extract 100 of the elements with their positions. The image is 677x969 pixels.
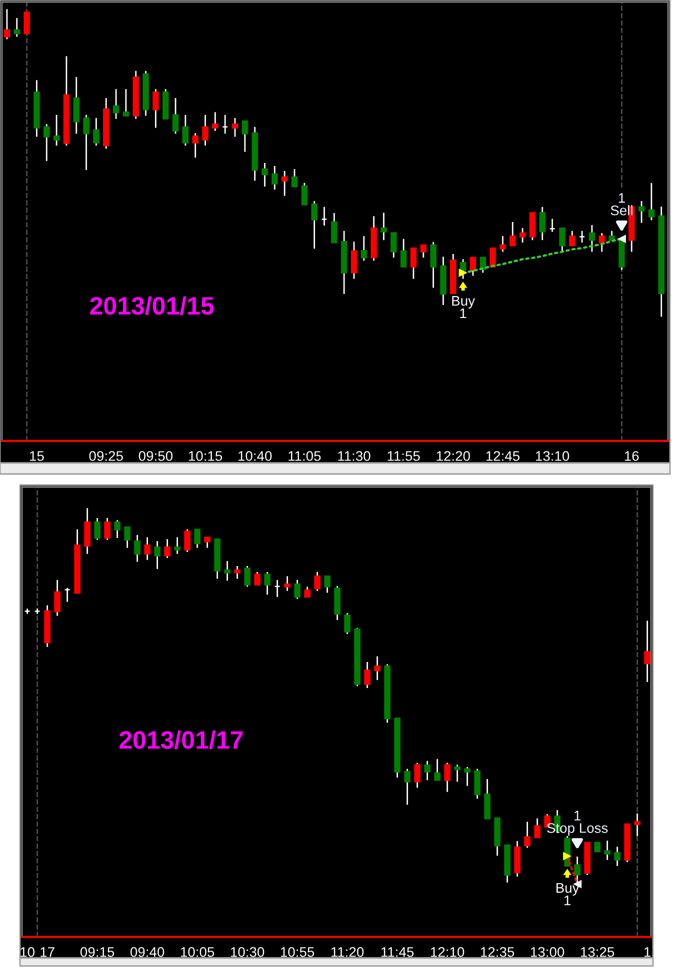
- candlestick: [184, 528, 190, 553]
- x-tick-label: 11:05: [288, 451, 321, 461]
- candlestick: [331, 212, 338, 244]
- x-tick-label: 10:30: [230, 947, 264, 957]
- candlestick: [122, 88, 130, 117]
- candlestick: [414, 762, 420, 788]
- candlestick: [134, 534, 140, 563]
- candlestick: [321, 206, 328, 226]
- candlestick: [350, 240, 358, 280]
- x-tick-label: 10:40: [238, 451, 272, 461]
- candlestick: [54, 579, 60, 617]
- x-tick-label: 10:15: [188, 451, 222, 461]
- x-tick-label: 13:00: [530, 947, 564, 957]
- candlestick: [638, 200, 645, 224]
- x-tick-label: 13:10: [536, 451, 570, 461]
- candlestick: [281, 170, 288, 197]
- candlestick: [174, 536, 180, 555]
- candlestick: [94, 517, 100, 541]
- candlestick: [534, 818, 540, 838]
- legend-label: Buy 1: [556, 883, 580, 906]
- candlestick: [144, 536, 150, 561]
- x-tick-label: 12:10: [430, 947, 464, 957]
- x-tick-label: 12:20: [436, 451, 470, 461]
- candlestick: [254, 571, 260, 586]
- candlestick: [614, 846, 620, 867]
- candlestick: [374, 656, 380, 681]
- x-tick-label: 09:15: [80, 947, 114, 957]
- candlestick: [360, 235, 368, 262]
- candlestick: [524, 821, 530, 849]
- x-tick-label: 15: [30, 451, 44, 461]
- candlestick: [291, 168, 298, 188]
- x-tick-label: 16: [624, 451, 639, 461]
- candlestick: [272, 165, 278, 190]
- candlestick: [152, 88, 159, 129]
- candlestick: [578, 230, 586, 244]
- legend-label: Buy 1: [452, 296, 475, 318]
- candlestick: [460, 258, 466, 280]
- x-tick-label: 13:25: [580, 947, 614, 957]
- candlestick: [304, 586, 310, 598]
- candlestick: [539, 206, 546, 241]
- x-tick-label: 10:55: [280, 947, 314, 957]
- candlestick: [598, 232, 605, 252]
- candlestick: [212, 111, 218, 132]
- x-tick-label: 1: [644, 947, 650, 957]
- x-tick-label: 17: [40, 947, 54, 957]
- candlestick: [301, 182, 308, 206]
- candlestick: [222, 114, 228, 134]
- candlestick: [154, 540, 160, 570]
- x-tick-label: 09:50: [138, 451, 173, 461]
- candlestick: [114, 520, 120, 539]
- candlestick: [182, 114, 189, 146]
- candlestick: [83, 114, 90, 171]
- candlestick: [164, 538, 170, 559]
- candlestick: [234, 565, 240, 580]
- candlestick: [404, 768, 410, 806]
- candlestick: [594, 842, 600, 852]
- x-tick-label: 11:45: [381, 947, 414, 957]
- candlestick: [424, 760, 430, 781]
- candlestick: [314, 571, 320, 592]
- candlestick: [284, 575, 290, 592]
- candlestick: [344, 612, 350, 635]
- candlestick: [454, 764, 460, 782]
- candlestick: [172, 97, 179, 134]
- candlestick: [634, 812, 640, 837]
- candlestick: [311, 200, 318, 250]
- candlestick: [464, 766, 470, 787]
- candlestick: [262, 162, 268, 188]
- x-tick-label: 11:30: [338, 451, 370, 461]
- candlestick: [274, 579, 280, 598]
- candlestick: [400, 238, 407, 268]
- text: 1 Stop Loss: [547, 810, 608, 836]
- candlestick: [104, 517, 110, 541]
- candlestick: [500, 235, 506, 252]
- candlestick: [192, 132, 198, 158]
- candlestick: [410, 247, 417, 280]
- candlestick: [559, 227, 566, 252]
- candlestick: [470, 256, 476, 276]
- candlestick: [4, 8, 10, 40]
- candlestick: [93, 117, 100, 146]
- x-tick-label: 11:20: [331, 947, 364, 957]
- candlestick: [73, 76, 80, 134]
- x-tick-label: 09:40: [130, 947, 164, 957]
- candlestick: [549, 218, 556, 232]
- candlestick: [529, 212, 536, 241]
- candlestick: [648, 182, 655, 221]
- candlestick: [444, 762, 450, 793]
- candlestick: [194, 528, 200, 549]
- candlestick: [84, 507, 90, 555]
- candlestick: [364, 661, 370, 689]
- x-tick-label: 09:25: [89, 451, 123, 461]
- x-tick-label: 10:05: [180, 947, 214, 957]
- candlestick: [44, 123, 50, 162]
- candlestick: [53, 114, 60, 146]
- candlestick: [14, 17, 20, 38]
- candlestick: [644, 620, 650, 683]
- candlestick: [264, 571, 270, 596]
- candlestick: [604, 840, 610, 861]
- candlestick: [434, 758, 440, 781]
- candlestick: [244, 565, 250, 588]
- candlestick: [510, 221, 516, 246]
